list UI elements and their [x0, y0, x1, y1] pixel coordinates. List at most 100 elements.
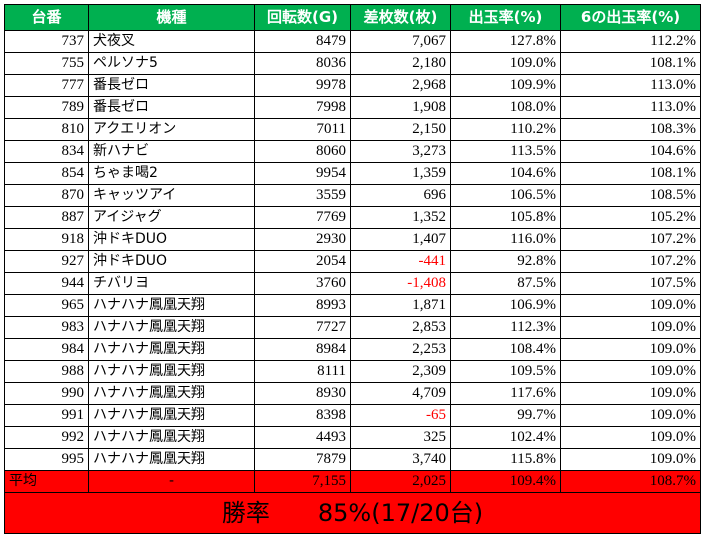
cell-machine-number: 983 — [4, 316, 89, 339]
cell-spins: 2930 — [254, 228, 351, 251]
cell-setting6-rate: 113.0% — [560, 74, 701, 97]
cell-difference: -65 — [350, 404, 451, 427]
cell-difference: 2,253 — [350, 338, 451, 361]
cell-machine-name: アクエリオン — [88, 118, 255, 141]
cell-difference: 696 — [350, 184, 451, 207]
table-row: 737 犬夜叉 8479 7,067 127.8% 112.2% — [4, 30, 701, 53]
table-row: 755 ペルソナ5 8036 2,180 109.0% 108.1% — [4, 52, 701, 75]
cell-payout-rate: 115.8% — [450, 448, 561, 471]
header-cell: 回転数(G) — [254, 4, 351, 31]
cell-machine-number: 854 — [4, 162, 89, 185]
win-rate-row: 勝率 85%(17/20台) — [4, 492, 701, 534]
win-rate-value: 85%(17/20台) — [317, 499, 484, 527]
cell-machine-name: ハナハナ鳳凰天翔 — [88, 448, 255, 471]
cell-spins: 8060 — [254, 140, 351, 163]
cell-spins: 8930 — [254, 382, 351, 405]
cell-payout-rate: 113.5% — [450, 140, 561, 163]
cell-spins: 2054 — [254, 250, 351, 273]
table-row: 995 ハナハナ鳳凰天翔 7879 3,740 115.8% 109.0% — [4, 448, 701, 471]
cell-setting6-rate: 104.6% — [560, 140, 701, 163]
cell-machine-name: ハナハナ鳳凰天翔 — [88, 338, 255, 361]
cell-difference: 7,067 — [350, 30, 451, 53]
cell-machine-number: 870 — [4, 184, 89, 207]
table-row: 983 ハナハナ鳳凰天翔 7727 2,853 112.3% 109.0% — [4, 316, 701, 339]
cell-machine-number: 810 — [4, 118, 89, 141]
cell-setting6-rate: 113.0% — [560, 96, 701, 119]
cell-setting6-rate: 112.2% — [560, 30, 701, 53]
cell-spins: 8984 — [254, 338, 351, 361]
header-cell: 6の出玉率(%) — [560, 4, 701, 31]
cell-machine-number: 991 — [4, 404, 89, 427]
cell-setting6-rate: 107.2% — [560, 250, 701, 273]
cell-machine-number: 737 — [4, 30, 89, 53]
cell-difference: 3,273 — [350, 140, 451, 163]
cell-machine-number: 990 — [4, 382, 89, 405]
cell-setting6-rate: 108.3% — [560, 118, 701, 141]
average-rate: 109.4% — [450, 470, 561, 493]
cell-machine-number: 777 — [4, 74, 89, 97]
cell-payout-rate: 108.0% — [450, 96, 561, 119]
cell-payout-rate: 108.4% — [450, 338, 561, 361]
cell-spins: 7727 — [254, 316, 351, 339]
cell-difference: 1,352 — [350, 206, 451, 229]
cell-difference: 1,407 — [350, 228, 451, 251]
cell-setting6-rate: 109.0% — [560, 448, 701, 471]
cell-machine-number: 887 — [4, 206, 89, 229]
cell-setting6-rate: 108.1% — [560, 52, 701, 75]
table-row: 990 ハナハナ鳳凰天翔 8930 4,709 117.6% 109.0% — [4, 382, 701, 405]
cell-spins: 8993 — [254, 294, 351, 317]
cell-machine-name: 番長ゼロ — [88, 74, 255, 97]
cell-machine-name: ハナハナ鳳凰天翔 — [88, 316, 255, 339]
cell-machine-number: 944 — [4, 272, 89, 295]
cell-payout-rate: 106.5% — [450, 184, 561, 207]
cell-difference: 2,853 — [350, 316, 451, 339]
cell-difference: 1,359 — [350, 162, 451, 185]
cell-payout-rate: 102.4% — [450, 426, 561, 449]
cell-machine-number: 834 — [4, 140, 89, 163]
cell-machine-number: 789 — [4, 96, 89, 119]
cell-spins: 8398 — [254, 404, 351, 427]
table-row: 870 キャッツアイ 3559 696 106.5% 108.5% — [4, 184, 701, 207]
cell-spins: 7769 — [254, 206, 351, 229]
cell-spins: 9978 — [254, 74, 351, 97]
cell-setting6-rate: 109.0% — [560, 316, 701, 339]
cell-machine-number: 995 — [4, 448, 89, 471]
cell-machine-number: 965 — [4, 294, 89, 317]
header-cell: 差枚数(枚) — [350, 4, 451, 31]
table-row: 810 アクエリオン 7011 2,150 110.2% 108.3% — [4, 118, 701, 141]
cell-machine-name: ペルソナ5 — [88, 52, 255, 75]
cell-machine-number: 755 — [4, 52, 89, 75]
header-row: 台番 機種 回転数(G) 差枚数(枚) 出玉率(%) 6の出玉率(%) — [4, 4, 701, 31]
cell-machine-name: 沖ドキDUO — [88, 228, 255, 251]
average-rate6: 108.7% — [560, 470, 701, 493]
cell-spins: 8111 — [254, 360, 351, 383]
table-row: 992 ハナハナ鳳凰天翔 4493 325 102.4% 109.0% — [4, 426, 701, 449]
average-row: 平均 - 7,155 2,025 109.4% 108.7% — [4, 470, 701, 493]
cell-machine-name: ハナハナ鳳凰天翔 — [88, 426, 255, 449]
cell-machine-name: ハナハナ鳳凰天翔 — [88, 382, 255, 405]
cell-payout-rate: 105.8% — [450, 206, 561, 229]
table-row: 777 番長ゼロ 9978 2,968 109.9% 113.0% — [4, 74, 701, 97]
win-rate-label: 勝率 — [221, 499, 270, 527]
cell-payout-rate: 106.9% — [450, 294, 561, 317]
cell-machine-name: 沖ドキDUO — [88, 250, 255, 273]
cell-setting6-rate: 108.1% — [560, 162, 701, 185]
table-row: 988 ハナハナ鳳凰天翔 8111 2,309 109.5% 109.0% — [4, 360, 701, 383]
cell-spins: 7879 — [254, 448, 351, 471]
cell-machine-number: 927 — [4, 250, 89, 273]
cell-payout-rate: 110.2% — [450, 118, 561, 141]
cell-machine-name: ハナハナ鳳凰天翔 — [88, 360, 255, 383]
cell-machine-number: 992 — [4, 426, 89, 449]
cell-machine-name: チバリヨ — [88, 272, 255, 295]
cell-payout-rate: 92.8% — [450, 250, 561, 273]
table-row: 834 新ハナビ 8060 3,273 113.5% 104.6% — [4, 140, 701, 163]
cell-spins: 7998 — [254, 96, 351, 119]
cell-payout-rate: 109.0% — [450, 52, 561, 75]
cell-machine-number: 988 — [4, 360, 89, 383]
header-cell: 出玉率(%) — [450, 4, 561, 31]
cell-spins: 3760 — [254, 272, 351, 295]
cell-difference: 3,740 — [350, 448, 451, 471]
average-spins: 7,155 — [254, 470, 351, 493]
cell-machine-name: ちゃま喝2 — [88, 162, 255, 185]
average-diff: 2,025 — [350, 470, 451, 493]
